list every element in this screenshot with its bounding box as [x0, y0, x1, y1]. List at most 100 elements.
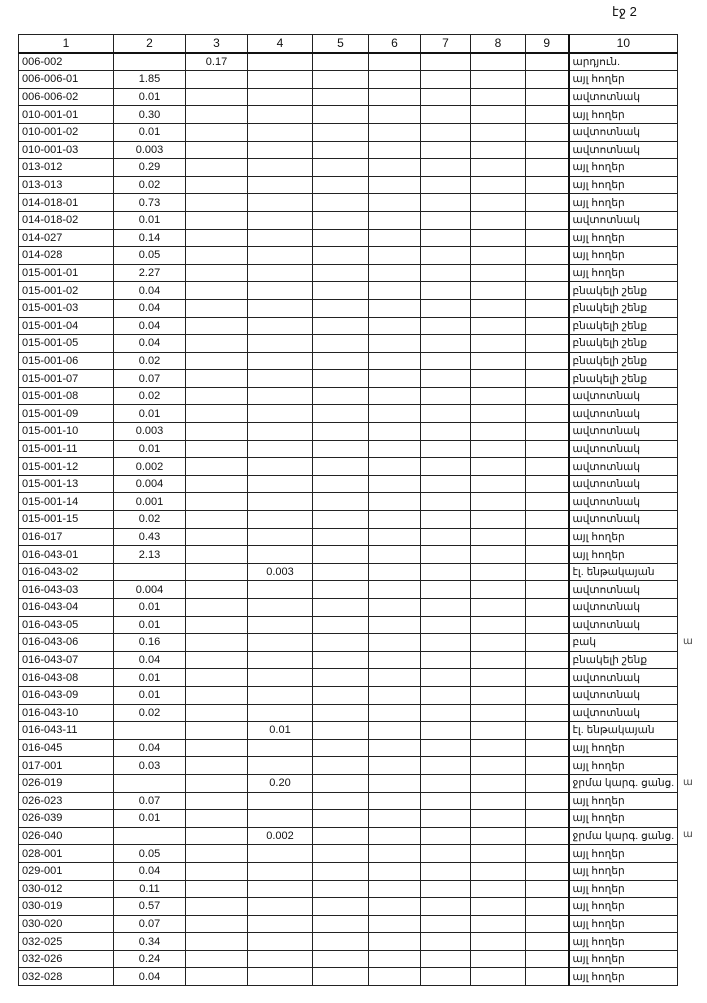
cell-col7	[420, 140, 471, 160]
cell-col8	[470, 140, 526, 160]
cell-col7	[420, 650, 471, 670]
cell-parcel-code: 016-043-10	[18, 703, 114, 723]
cell-land-use: այլ հողեր	[567, 844, 679, 863]
cell-parcel-code: 013-013	[18, 175, 114, 195]
cell-col5	[312, 175, 369, 195]
cell-col9	[525, 298, 569, 318]
cell-parcel-code: 016-045	[18, 738, 114, 758]
table-row: 032-026 0.24 այլ հողեր	[18, 949, 679, 969]
cell-area-col2: 0.16	[113, 633, 186, 652]
cell-col8	[470, 175, 526, 195]
cell-land-use: ավտոտնակ	[567, 87, 679, 107]
cell-col8	[470, 809, 526, 828]
cell-land-use: ավտոտնակ	[567, 615, 679, 635]
cell-area-col4	[247, 52, 313, 72]
cell-land-use: բնակելի շենք	[567, 298, 679, 318]
cell-col8	[470, 685, 526, 705]
cell-area-col2: 0.001	[113, 492, 186, 512]
cell-col5	[312, 228, 369, 248]
cell-col5	[312, 615, 369, 635]
table-row: 006-006-01 1.85 այլ հողեր	[18, 70, 679, 89]
cell-col6	[368, 721, 421, 740]
cell-area-col4	[247, 457, 313, 476]
cell-col8	[470, 70, 526, 89]
cell-col9	[525, 105, 569, 124]
cell-area-col2	[113, 773, 186, 793]
cell-area-col3	[185, 756, 248, 775]
cell-col6	[368, 70, 421, 89]
cell-col8	[470, 914, 526, 934]
cell-col5	[312, 140, 369, 160]
cell-col5	[312, 932, 369, 951]
cell-col9	[525, 52, 569, 72]
cell-area-col3	[185, 914, 248, 934]
cell-area-col2: 2.13	[113, 545, 186, 564]
cell-area-col4	[247, 334, 313, 353]
cell-area-col3	[185, 70, 248, 89]
cell-col7	[420, 897, 471, 916]
cell-area-col4	[247, 809, 313, 828]
cell-col9	[525, 809, 569, 828]
cell-area-col3	[185, 527, 248, 547]
table-row: 016-043-07 0.04 բնակելի շենք	[18, 650, 679, 670]
cell-col9	[525, 861, 569, 881]
cell-area-col4	[247, 70, 313, 89]
cell-col7	[420, 246, 471, 265]
cell-col6	[368, 897, 421, 916]
cell-col7	[420, 809, 471, 828]
cell-parcel-code: 016-043-09	[18, 685, 114, 705]
cell-land-use: այլ հողեր	[567, 809, 679, 828]
cell-area-col3	[185, 650, 248, 670]
cell-col8	[470, 826, 526, 846]
cell-col5	[312, 844, 369, 863]
cell-col5	[312, 527, 369, 547]
cell-col7	[420, 527, 471, 547]
cell-parcel-code: 015-001-15	[18, 510, 114, 529]
cell-col7	[420, 369, 471, 388]
cell-area-col3	[185, 228, 248, 248]
cell-col8	[470, 122, 526, 142]
cell-col5	[312, 281, 369, 300]
cell-col6	[368, 685, 421, 705]
table-row: 015-001-08 0.02 ավտոտնակ	[18, 386, 679, 406]
table-row: 006-006-02 0.01 ավտոտնակ	[18, 87, 679, 107]
cell-col6	[368, 545, 421, 564]
cell-land-use: ավտոտնակ	[567, 474, 679, 494]
cell-col5	[312, 298, 369, 318]
cell-col9	[525, 879, 569, 899]
cell-col9	[525, 158, 569, 177]
cell-col6	[368, 879, 421, 899]
cell-area-col2: 0.03	[113, 756, 186, 775]
cell-col7	[420, 932, 471, 951]
cell-col6	[368, 175, 421, 195]
table-row: 014-018-02 0.01 ավտոտնակ	[18, 210, 679, 230]
cell-land-use: ավտոտնակ	[567, 122, 679, 142]
cell-area-col2: 0.01	[113, 668, 186, 687]
cell-col8	[470, 598, 526, 617]
cell-area-col4	[247, 668, 313, 687]
cell-land-use: ավտոտնակ	[567, 668, 679, 687]
cell-col5	[312, 580, 369, 599]
cell-area-col4	[247, 87, 313, 107]
cell-parcel-code: 010-001-03	[18, 140, 114, 160]
cell-land-use: այլ հողեր	[567, 756, 679, 775]
table-row: 015-001-13 0.004 ավտոտնակ	[18, 474, 679, 494]
cell-area-col3	[185, 87, 248, 107]
cell-col5	[312, 158, 369, 177]
cell-col7	[420, 703, 471, 723]
cell-col7	[420, 510, 471, 529]
cell-area-col3	[185, 738, 248, 758]
cell-col7	[420, 386, 471, 406]
cell-parcel-code: 006-002	[18, 52, 114, 72]
cell-col7	[420, 668, 471, 687]
cell-col8	[470, 281, 526, 300]
cell-col6	[368, 122, 421, 142]
margin-mark: ա	[683, 635, 693, 647]
table-row: 016-043-08 0.01 ավտոտնակ	[18, 668, 679, 687]
column-header-10: 10	[567, 33, 679, 54]
cell-parcel-code: 010-001-02	[18, 122, 114, 142]
cell-land-use: բնակելի շենք	[567, 369, 679, 388]
cell-parcel-code: 029-001	[18, 861, 114, 881]
cell-col5	[312, 334, 369, 353]
cell-parcel-code: 016-043-11	[18, 721, 114, 740]
